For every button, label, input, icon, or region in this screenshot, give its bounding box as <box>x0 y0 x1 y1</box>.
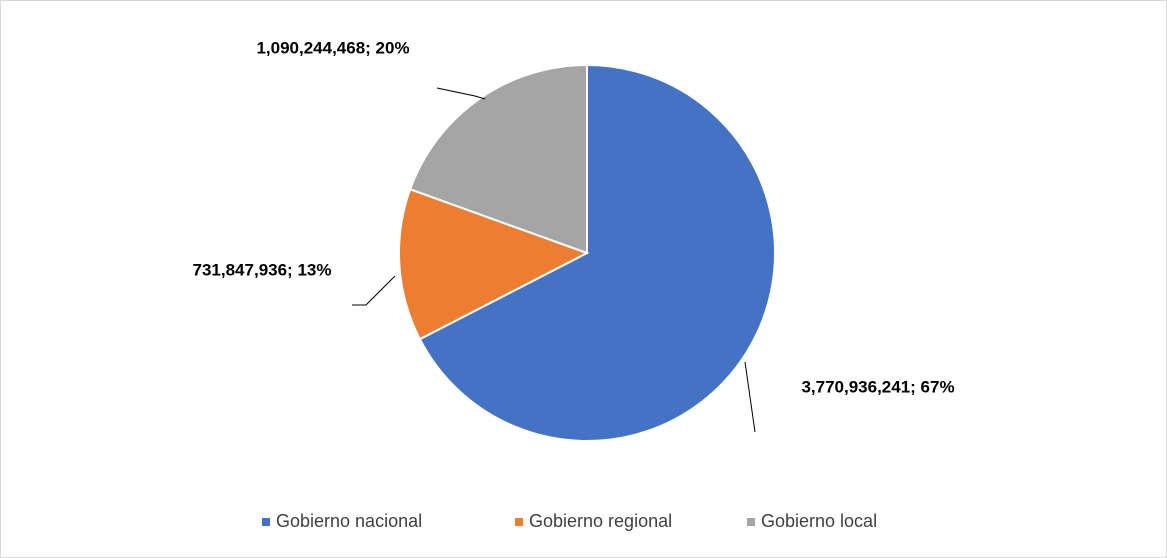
legend-label: Gobierno nacional <box>276 511 422 531</box>
legend-label: Gobierno local <box>761 511 877 531</box>
pie-slice <box>398 187 590 341</box>
leader-line <box>436 87 486 100</box>
leader-line <box>352 275 396 306</box>
pie-slice <box>408 63 588 255</box>
legend-swatch <box>515 518 523 526</box>
data-label: 1,090,244,468; 20% <box>256 38 409 57</box>
legend-swatch <box>747 518 755 526</box>
legend-swatch <box>262 518 270 526</box>
data-label: 731,847,936; 13% <box>193 260 332 279</box>
legend-label: Gobierno regional <box>529 511 672 531</box>
data-label: 3,770,936,241; 67% <box>801 377 954 396</box>
leader-line <box>744 361 756 433</box>
pie-slice <box>418 63 776 442</box>
